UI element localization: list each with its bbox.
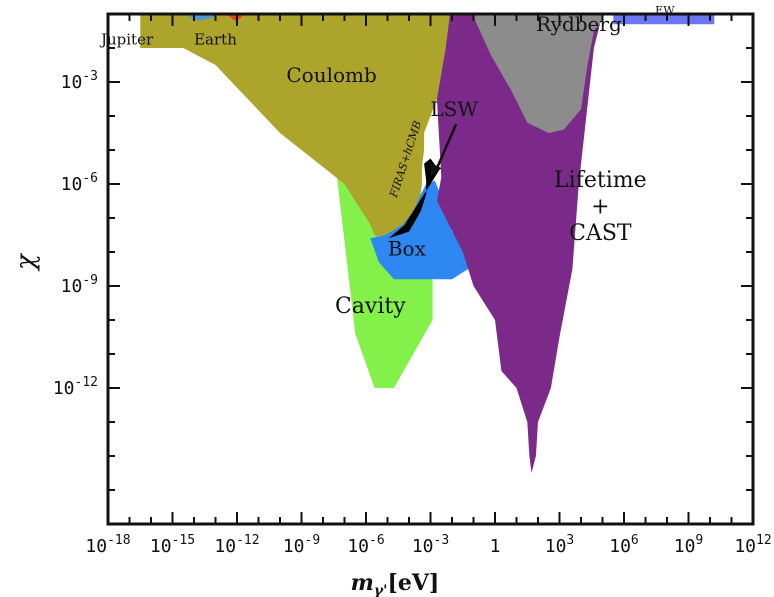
x-tick-label: 10-15: [150, 533, 195, 557]
annotation-lsw: LSW: [430, 97, 478, 121]
region-label-earth: Earth: [194, 31, 237, 49]
x-tick-label: 109: [674, 533, 704, 557]
annotation-arrow-head: [430, 162, 442, 178]
region-cavity: [333, 150, 433, 388]
x-tick-label: 106: [609, 533, 639, 557]
annotation-arrow-shaft: [435, 123, 458, 170]
regions-layer: [140, 14, 715, 473]
x-tick-label: 103: [545, 533, 575, 557]
x-axis-title-sub: γ': [374, 583, 388, 597]
y-tick-label: 10-12: [53, 375, 98, 399]
y-axis-title: χ: [11, 252, 41, 272]
region-label-box: Box: [388, 236, 427, 260]
x-axis-title-unit: [eV]: [387, 570, 439, 596]
region-label-jupiter: Jupiter: [99, 31, 154, 49]
region-firas-hcmb: [388, 158, 440, 239]
x-tick-label: 10-3: [412, 533, 449, 557]
region-label-coulomb: Coulomb: [286, 63, 376, 87]
tick-labels-layer: 10-18 10-15 10-12 10-9 10-6 10-3 1 103 106 109 101…: [53, 69, 772, 557]
y-tick-label: 10-9: [61, 273, 98, 297]
region-box: [370, 180, 474, 280]
x-tick-label: 10-12: [214, 533, 259, 557]
x-tick-label: 10-18: [85, 533, 130, 557]
region-label-lifetime-cast: Lifetime + CAST: [554, 168, 647, 246]
region-label-rydberg: Rydberg: [536, 12, 622, 36]
region-jupiter: [185, 14, 215, 21]
x-tick-label: 1012: [734, 533, 771, 557]
y-tick-label: 10-3: [61, 69, 98, 93]
x-tick-label: 1: [490, 536, 501, 557]
x-axis-title-main: m: [351, 570, 374, 596]
region-earth: [226, 14, 243, 21]
y-tick-label: 10-6: [61, 171, 98, 195]
region-rydberg: [472, 14, 604, 133]
region-coulomb: [140, 14, 450, 239]
region-label-cavity: Cavity: [335, 294, 406, 319]
x-tick-label: 10-6: [347, 533, 384, 557]
ticks-layer: [107, 13, 754, 525]
x-tick-label: 10-9: [283, 533, 320, 557]
x-axis-title: mγ'[eV]: [351, 570, 440, 597]
